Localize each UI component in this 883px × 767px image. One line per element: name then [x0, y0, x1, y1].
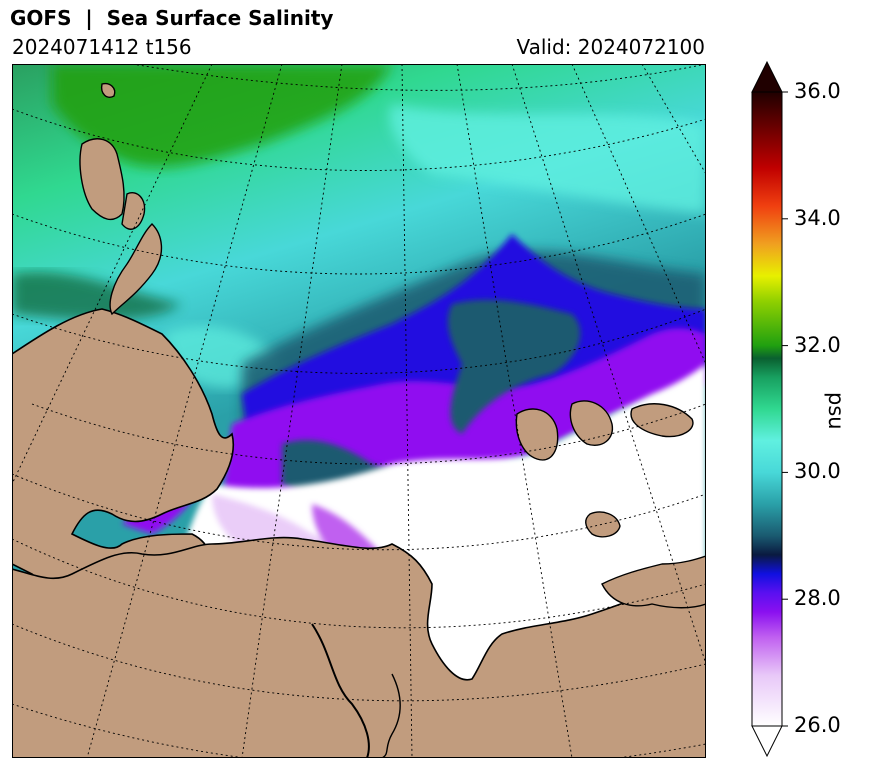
run-time-label: 2024071412 t156: [12, 35, 192, 59]
dark-green-band: [12, 271, 182, 321]
severnaya-island: [515, 408, 559, 461]
map-frame: [12, 64, 706, 758]
teal-lens: [447, 299, 581, 434]
svalbard-island-2: [121, 192, 146, 230]
svalbard-island: [79, 138, 125, 221]
river-2: [381, 673, 401, 758]
cyan-streak: [389, 104, 706, 214]
colorbar-tick-label: 30.0: [794, 459, 841, 484]
russian-coast-land: [12, 536, 706, 758]
severnaya-island-2: [569, 400, 614, 446]
small-island: [585, 511, 621, 538]
yamal-peninsula: [601, 555, 706, 609]
colorbar-min-extend: [751, 725, 783, 758]
colorbar-tick-label: 32.0: [794, 332, 841, 357]
colorbar-unit-label: psu: [824, 392, 848, 430]
colorbar-tick-label: 28.0: [794, 586, 841, 611]
novaya-zemlya: [109, 223, 163, 316]
valid-time-label: Valid: 2024072100: [516, 35, 705, 59]
colorbar-scale: [751, 91, 783, 727]
salinity-map: [12, 64, 706, 758]
graticule: [12, 64, 706, 758]
colorbar-tick-marks: [782, 91, 788, 727]
green-salinity-band: [52, 64, 392, 168]
colorbar-tick-label: 34.0: [794, 205, 841, 230]
colorbar-tick-label: 36.0: [794, 79, 841, 103]
river: [311, 623, 370, 758]
colorbar-tick-label: 26.0: [794, 713, 841, 737]
svalbard-island-3: [100, 82, 116, 98]
colorbar-max-extend: [751, 60, 783, 93]
map-title: GOFS | Sea Surface Salinity: [10, 6, 334, 30]
colorbar: [751, 60, 788, 758]
